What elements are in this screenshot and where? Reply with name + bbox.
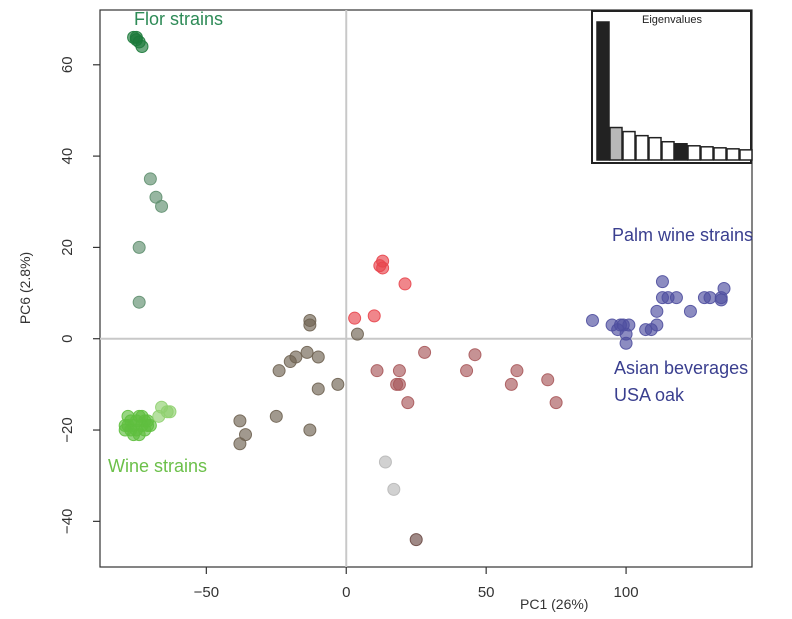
data-point <box>350 327 364 341</box>
data-point <box>300 345 314 359</box>
y-tick-label: −40 <box>59 509 76 534</box>
x-tick-label: 0 <box>342 584 350 601</box>
data-point <box>269 409 283 423</box>
data-point <box>370 364 384 378</box>
data-point <box>650 318 664 332</box>
data-point <box>378 455 392 469</box>
data-point <box>233 437 247 451</box>
data-point <box>714 291 728 305</box>
data-point <box>418 345 432 359</box>
series-9 <box>585 275 731 350</box>
data-point <box>132 428 146 442</box>
series-8 <box>409 533 423 547</box>
data-point <box>132 240 146 254</box>
data-point <box>392 364 406 378</box>
data-point <box>510 364 524 378</box>
data-point <box>118 418 132 432</box>
eigenvalue-inset: Eigenvalues <box>591 10 753 164</box>
label-flor-strains: Flor strains <box>134 9 223 29</box>
y-tick-label: −20 <box>59 417 76 442</box>
eigenvalue-bar <box>726 148 740 161</box>
data-point <box>143 418 157 432</box>
data-point <box>541 373 555 387</box>
data-point <box>367 309 381 323</box>
series-1 <box>132 172 169 309</box>
data-point <box>401 396 415 410</box>
data-point <box>460 364 474 378</box>
eigenvalue-bar <box>609 126 623 161</box>
x-tick-label: −50 <box>194 584 219 601</box>
y-axis-title: PC6 (2.8%) <box>17 252 33 324</box>
data-point <box>504 377 518 391</box>
eigenvalue-bar <box>739 149 753 161</box>
data-point <box>155 199 169 213</box>
data-point <box>409 533 423 547</box>
label-asian-beverages: Asian beverages <box>614 358 748 378</box>
data-point <box>289 350 303 364</box>
y-tick-label: 0 <box>59 335 76 343</box>
data-point <box>549 396 563 410</box>
eigenvalue-bar <box>674 143 688 161</box>
y-tick-label: 20 <box>59 239 76 256</box>
series-4 <box>233 313 364 451</box>
reference-lines <box>100 10 752 567</box>
data-point <box>135 40 149 54</box>
data-point <box>376 261 390 275</box>
data-point <box>392 377 406 391</box>
eigenvalue-bar <box>635 134 649 161</box>
y-tick-label: 40 <box>59 148 76 165</box>
eigenvalue-bar <box>648 136 662 161</box>
data-point <box>311 350 325 364</box>
series-0 <box>127 30 149 54</box>
eigenvalue-bar <box>622 130 636 161</box>
x-tick-label: 50 <box>478 584 495 601</box>
x-axis-title: PC1 (26%) <box>520 596 588 612</box>
series-2 <box>118 409 157 442</box>
data-point <box>650 304 664 318</box>
eigenvalue-bar <box>596 21 610 161</box>
data-point <box>585 313 599 327</box>
series-6 <box>370 345 563 410</box>
eigenvalue-bar <box>687 145 701 161</box>
data-point <box>163 405 177 419</box>
data-point <box>619 336 633 350</box>
data-point <box>272 364 286 378</box>
data-point <box>703 291 717 305</box>
series-3 <box>152 400 177 423</box>
data-point <box>348 311 362 325</box>
data-point <box>468 348 482 362</box>
data-point <box>303 423 317 437</box>
x-tick-label: 100 <box>614 584 639 601</box>
x-axis-ticks: −50 0 50 100 <box>194 567 639 601</box>
data-points <box>118 30 731 547</box>
series-7 <box>378 455 401 496</box>
label-usa-oak: USA oak <box>614 385 685 405</box>
eigenvalue-bar <box>700 146 714 161</box>
data-point <box>655 275 669 289</box>
data-point <box>152 409 166 423</box>
data-point <box>669 291 683 305</box>
y-axis-ticks: −40 −20 0 20 40 60 <box>59 56 100 534</box>
series-5 <box>348 254 412 325</box>
data-point <box>143 172 157 186</box>
data-point <box>331 377 345 391</box>
data-point <box>398 277 412 291</box>
inset-title: Eigenvalues <box>642 14 702 26</box>
data-point <box>387 482 401 496</box>
inset-bars <box>596 21 753 161</box>
data-point <box>311 382 325 396</box>
data-point <box>233 414 247 428</box>
label-wine-strains: Wine strains <box>108 456 207 476</box>
eigenvalue-bar <box>713 147 727 161</box>
y-tick-label: 60 <box>59 56 76 73</box>
plot-frame <box>99 9 753 568</box>
eigenvalue-bar <box>661 140 675 161</box>
label-palm-wine-strains: Palm wine strains <box>612 225 753 245</box>
data-point <box>303 313 317 327</box>
data-point <box>132 295 146 309</box>
data-point <box>683 304 697 318</box>
